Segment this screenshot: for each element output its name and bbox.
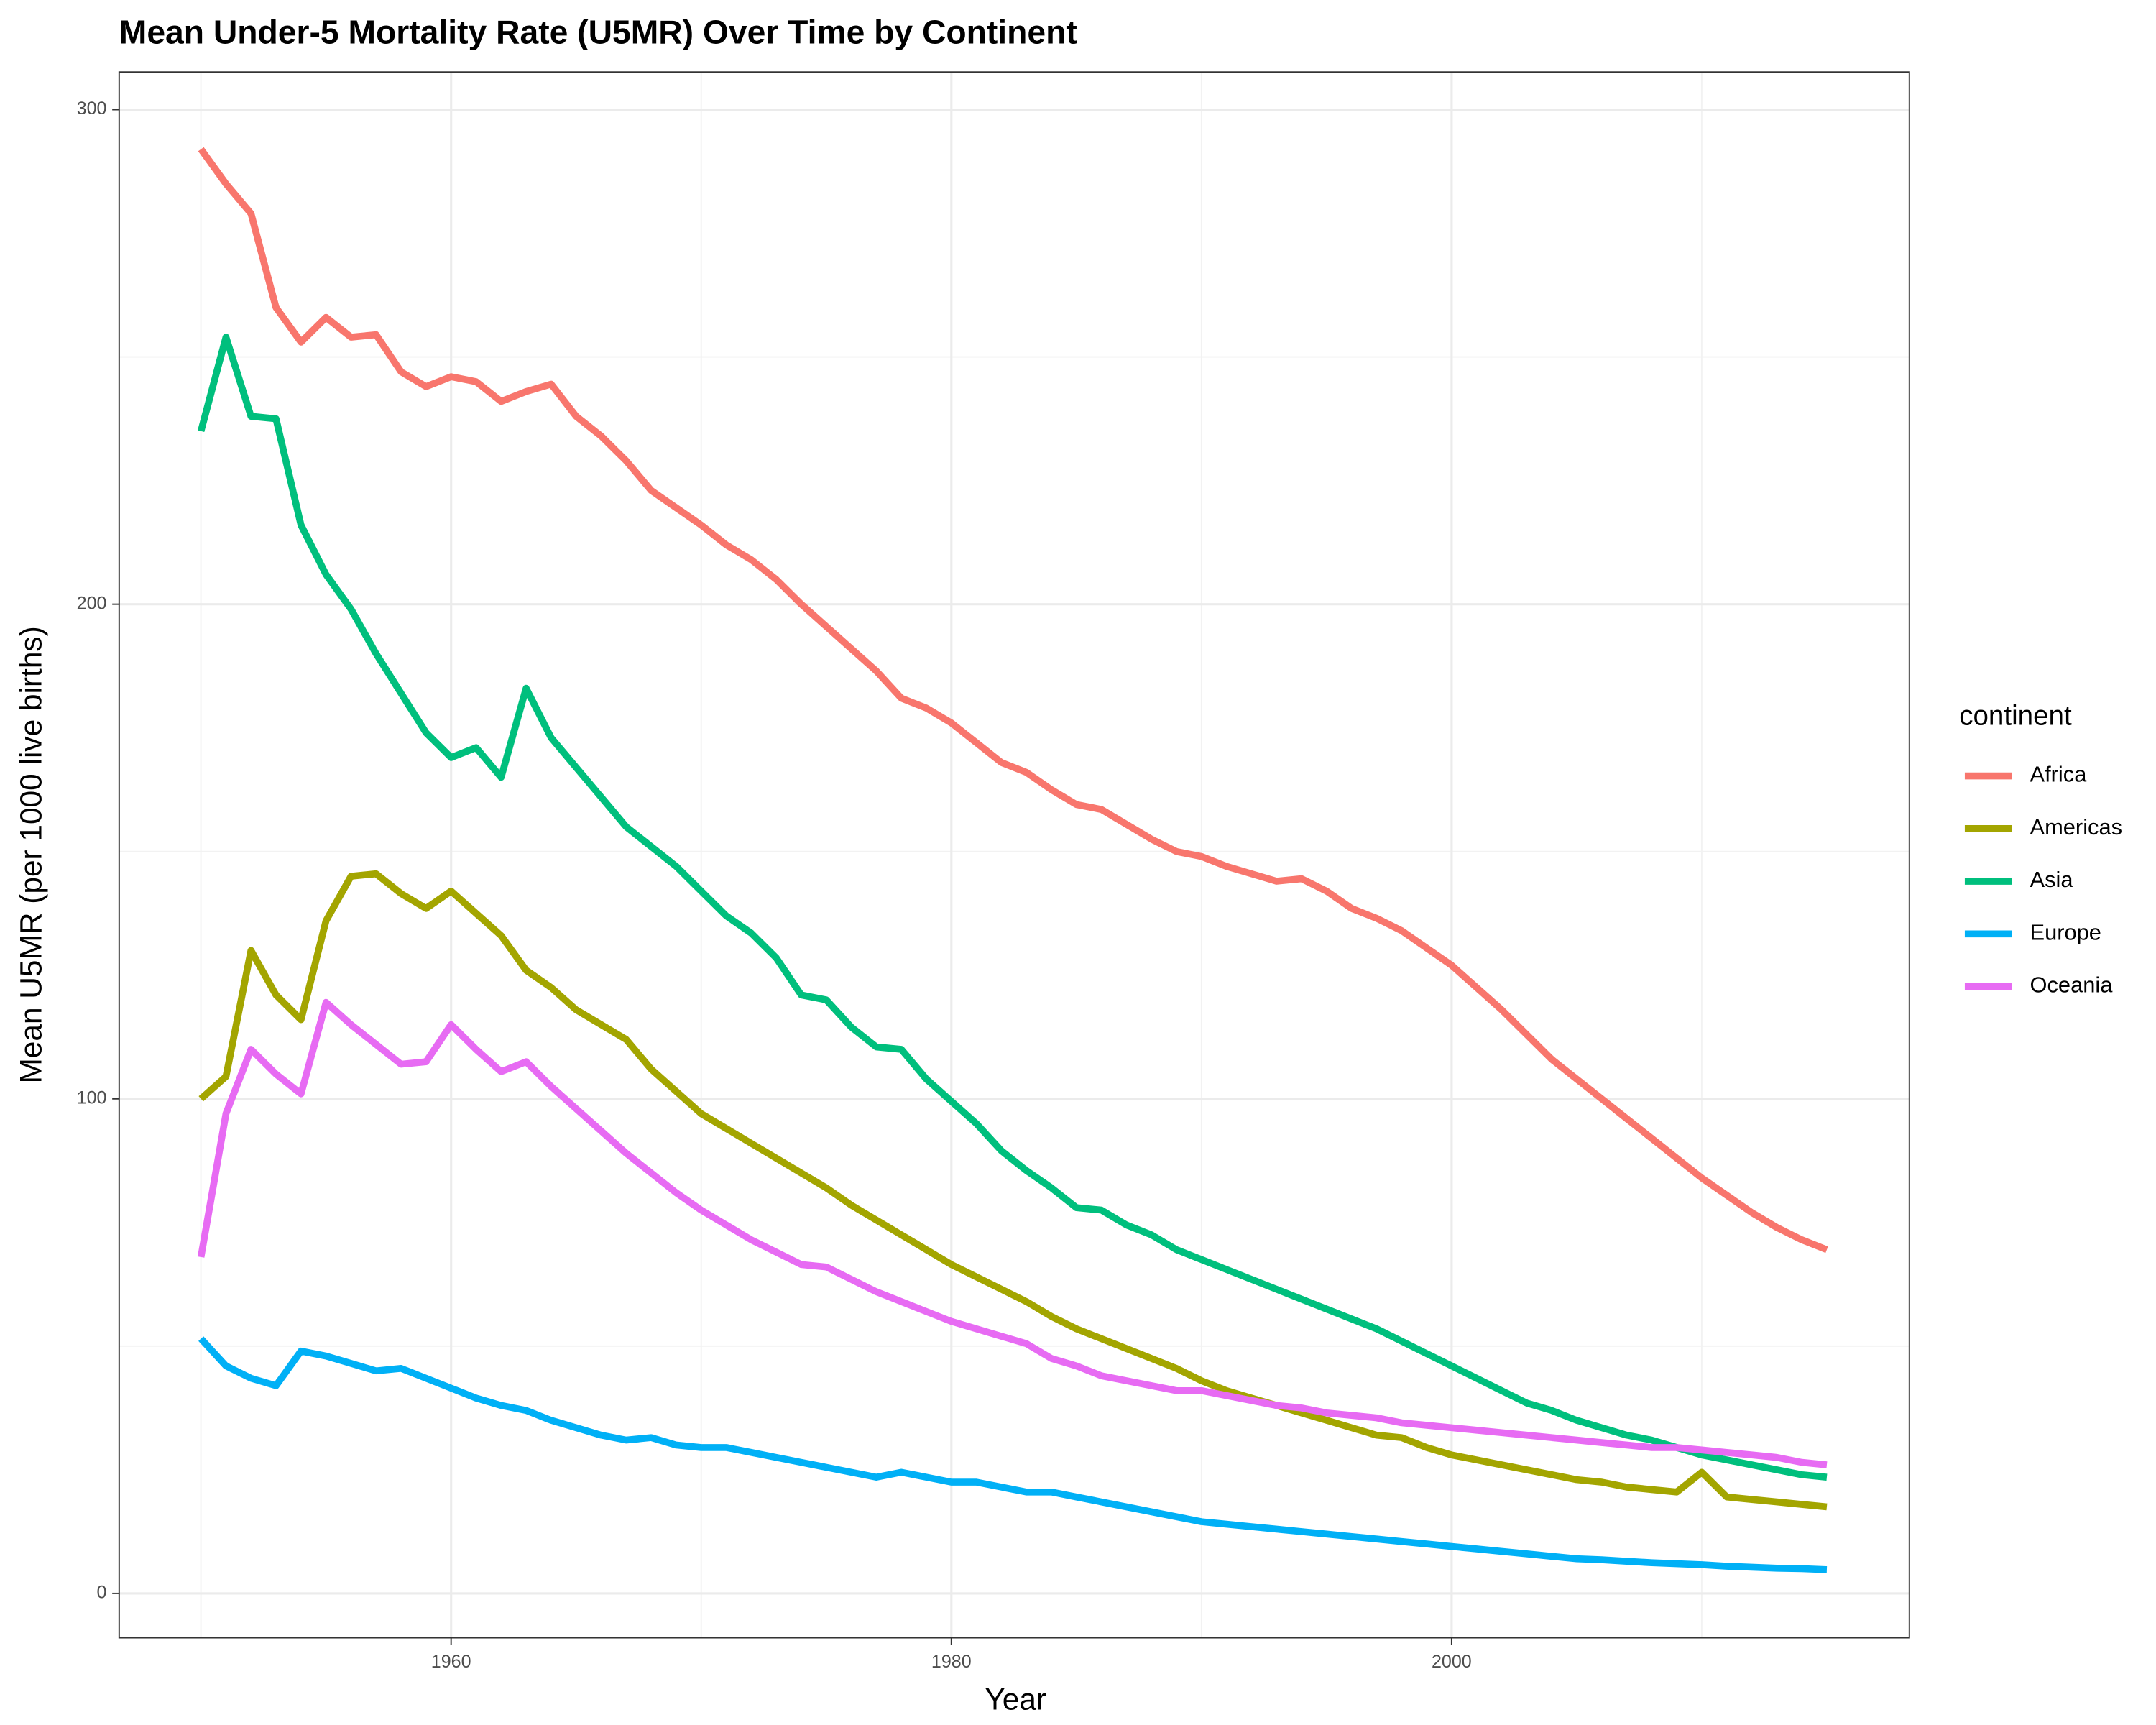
legend-label: Europe <box>2030 919 2101 944</box>
chart-title: Mean Under-5 Mortality Rate (U5MR) Over … <box>119 13 1077 50</box>
y-tick-label: 200 <box>77 593 107 613</box>
series-line <box>197 998 1828 1468</box>
series-line <box>198 870 1828 1511</box>
y-tick-label: 0 <box>97 1583 107 1603</box>
x-tick-label: 1960 <box>431 1652 471 1672</box>
legend-label: Africa <box>2030 762 2088 787</box>
legend: Africa Americas Asia Europe Oceania <box>1964 762 2122 998</box>
legend-label: Asia <box>2030 867 2074 892</box>
y-tick-label: 300 <box>77 98 107 119</box>
legend-label: Oceania <box>2030 972 2114 998</box>
x-axis-label: Year <box>985 1682 1046 1716</box>
series-line <box>198 1336 1828 1573</box>
x-tick-label: 2000 <box>1432 1652 1472 1672</box>
panel-border <box>118 71 1910 1639</box>
x-tick-label: 1980 <box>931 1652 972 1672</box>
legend-title: continent <box>1959 701 2072 732</box>
legend-label: Americas <box>2030 814 2122 840</box>
series-line <box>197 334 1828 1481</box>
y-axis-label: Mean U5MR (per 1000 live births) <box>14 626 47 1083</box>
series-line <box>198 147 1828 1254</box>
grid <box>119 72 1909 1638</box>
y-tick-label: 100 <box>77 1087 107 1108</box>
plot-area <box>197 147 1828 1573</box>
